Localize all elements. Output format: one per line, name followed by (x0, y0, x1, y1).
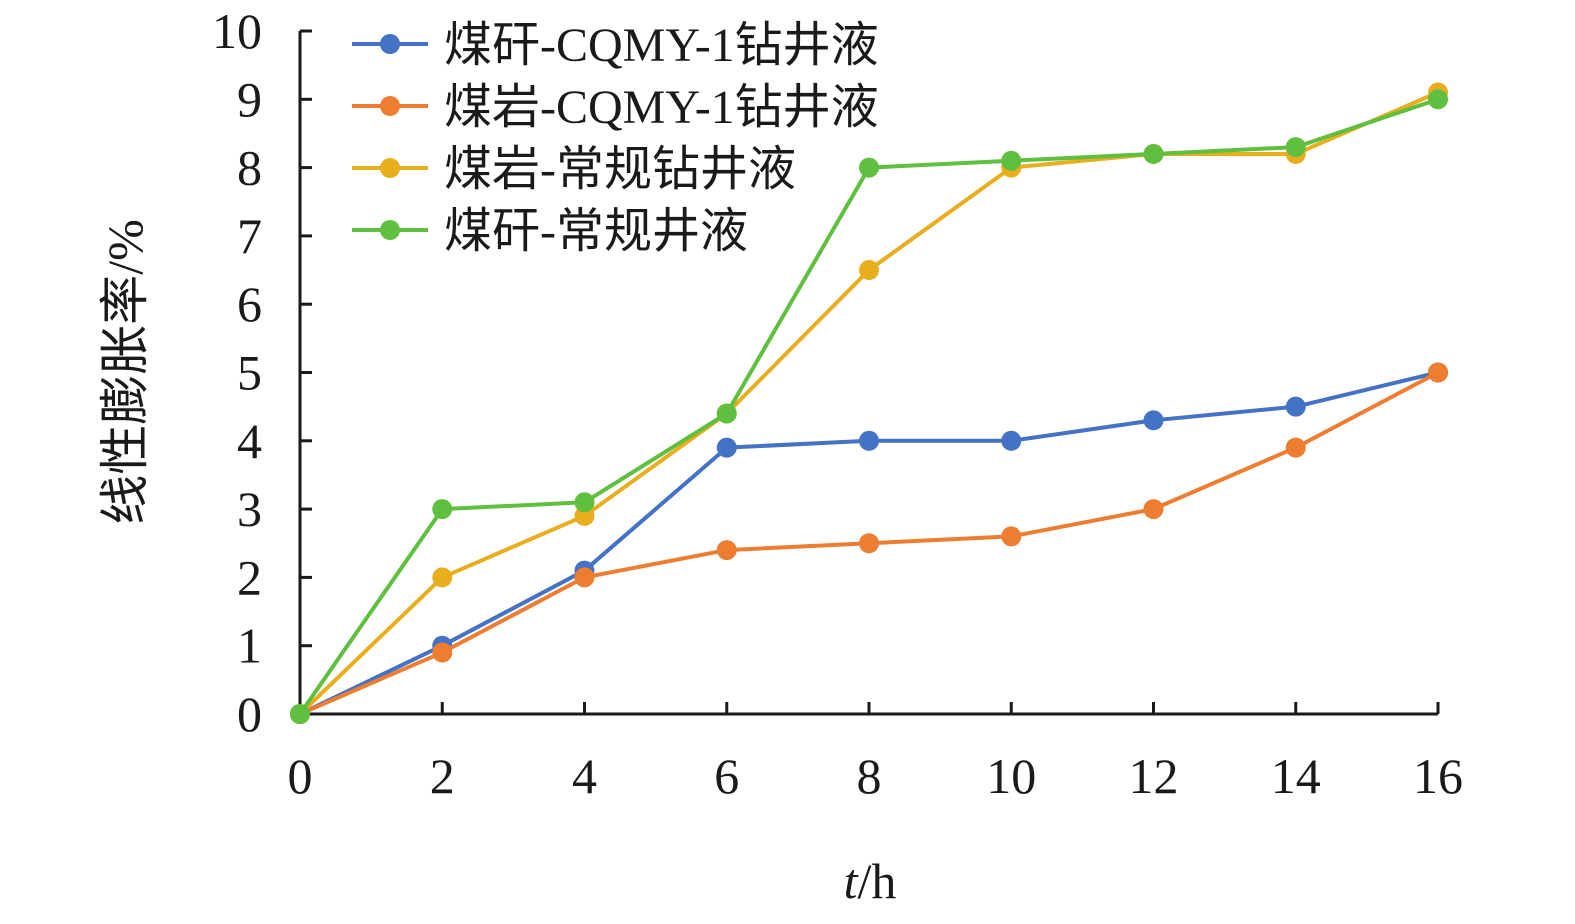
data-point (859, 157, 879, 178)
data-point (574, 567, 595, 588)
data-point (574, 492, 595, 513)
data-point (1428, 89, 1448, 110)
data-point (1001, 430, 1022, 451)
y-tick-label: 8 (237, 140, 262, 196)
x-tick-label: 0 (288, 748, 313, 804)
legend-marker (380, 158, 400, 178)
series-group (290, 82, 1448, 724)
data-point (1143, 499, 1164, 520)
x-axis-title: t/h (844, 853, 897, 909)
legend-item: 煤岩-CQMY-1钻井液 (352, 81, 879, 134)
x-tick-label: 14 (1271, 748, 1321, 804)
legend-label: 煤岩-CQMY-1钻井液 (444, 81, 879, 134)
data-point (859, 430, 879, 451)
data-point (859, 260, 879, 281)
data-point (432, 642, 453, 663)
legend-label: 煤矸-常规井液 (444, 205, 748, 258)
y-tick-label: 2 (237, 549, 262, 605)
data-point (1001, 526, 1022, 547)
x-tick-label: 16 (1413, 748, 1463, 804)
y-tick-label: 5 (237, 345, 262, 401)
data-point (859, 533, 879, 554)
x-tick-label: 2 (430, 748, 455, 804)
data-point (1143, 143, 1164, 164)
x-tick-label: 12 (1129, 748, 1179, 804)
data-point (1143, 410, 1164, 431)
series-2 (290, 362, 1448, 724)
data-point (432, 567, 453, 588)
y-tick-label: 10 (212, 3, 262, 59)
data-point (716, 403, 737, 424)
data-point (1001, 150, 1022, 171)
data-point (716, 540, 737, 561)
legend-item: 煤岩-常规钻井液 (352, 143, 796, 196)
y-tick-label: 6 (237, 276, 262, 332)
legend-marker (380, 34, 400, 54)
legend-item: 煤矸-常规井液 (352, 205, 748, 258)
x-tick-label: 8 (857, 748, 882, 804)
y-tick-label: 1 (237, 618, 262, 674)
y-tick-label: 7 (237, 208, 262, 264)
data-point (1285, 396, 1306, 417)
series-4 (290, 89, 1448, 724)
legend-marker (380, 220, 400, 240)
x-tick-label: 10 (986, 748, 1036, 804)
y-tick-label: 9 (237, 71, 262, 127)
x-axis-title-variable: t (844, 853, 859, 909)
legend-item: 煤矸-CQMY-1钻井液 (352, 19, 879, 72)
data-point (1285, 437, 1306, 458)
legend-marker (380, 96, 400, 116)
y-tick-label: 4 (237, 413, 262, 469)
x-tick-label: 4 (572, 748, 597, 804)
y-axis-title: 线性膨胀率/% (97, 219, 153, 525)
y-tick-label: 0 (237, 686, 262, 742)
data-point (1285, 137, 1306, 158)
data-point (716, 437, 737, 458)
x-tick-label: 6 (714, 748, 739, 804)
y-tick-label: 3 (237, 481, 262, 537)
data-point (432, 499, 453, 520)
data-point (1428, 362, 1448, 383)
x-axis-title-unit: /h (858, 853, 897, 909)
legend-label: 煤岩-常规钻井液 (444, 143, 796, 196)
legend-label: 煤矸-CQMY-1钻井液 (444, 19, 879, 72)
data-point (290, 704, 310, 724)
